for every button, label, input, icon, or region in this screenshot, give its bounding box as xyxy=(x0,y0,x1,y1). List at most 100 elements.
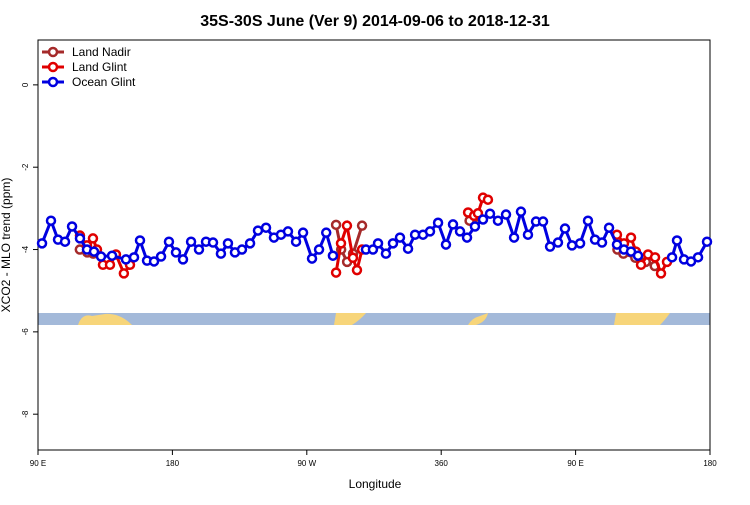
point xyxy=(236,244,248,255)
y-tick-label: -8 xyxy=(21,410,30,418)
point xyxy=(603,222,615,233)
point xyxy=(347,252,359,264)
point xyxy=(649,252,661,263)
point xyxy=(320,227,332,238)
point xyxy=(87,233,99,244)
point xyxy=(36,238,48,249)
point xyxy=(222,238,234,249)
point xyxy=(148,256,160,267)
point xyxy=(440,239,452,250)
point xyxy=(45,215,57,226)
point xyxy=(134,235,146,246)
point xyxy=(163,236,175,247)
point xyxy=(351,264,363,276)
point xyxy=(508,232,520,243)
point xyxy=(537,216,549,227)
y-axis-label: XCO2 - MLO trend (ppm) xyxy=(0,178,13,313)
point xyxy=(155,251,167,262)
point xyxy=(515,206,527,217)
point xyxy=(559,223,571,234)
point xyxy=(106,250,118,261)
legend-marker xyxy=(47,61,59,73)
point xyxy=(566,240,578,251)
point xyxy=(387,238,399,249)
point xyxy=(120,254,132,265)
point xyxy=(671,235,683,246)
y-tick-label: -6 xyxy=(21,328,30,336)
point xyxy=(544,241,556,252)
x-tick-label: 90 E xyxy=(567,459,583,468)
point xyxy=(335,238,347,249)
y-tick-label: -2 xyxy=(21,163,30,171)
point xyxy=(59,236,71,247)
point xyxy=(432,217,444,229)
point xyxy=(215,248,227,259)
point xyxy=(469,221,481,232)
legend-marker xyxy=(47,46,59,58)
point xyxy=(306,253,318,264)
point xyxy=(260,222,272,233)
point xyxy=(625,232,637,243)
point xyxy=(330,219,342,231)
point xyxy=(611,239,623,250)
point xyxy=(394,232,406,243)
chart-title: 35S-30S June (Ver 9) 2014-09-06 to 2018-… xyxy=(200,13,550,30)
point xyxy=(327,250,339,261)
point xyxy=(447,219,459,230)
point xyxy=(454,226,466,237)
x-tick-label: 360 xyxy=(435,459,449,468)
legend-label: Land Glint xyxy=(72,60,127,74)
legend-marker xyxy=(47,76,59,88)
point xyxy=(104,259,116,271)
y-tick-label: 0 xyxy=(21,82,30,87)
x-tick-label: 180 xyxy=(166,459,180,468)
x-axis-label: Longitude xyxy=(349,477,402,491)
point xyxy=(290,236,302,247)
point xyxy=(635,259,647,271)
point xyxy=(701,236,713,247)
point xyxy=(244,238,256,249)
point xyxy=(655,268,667,279)
point xyxy=(461,232,473,243)
point xyxy=(313,244,325,255)
point xyxy=(582,215,594,226)
series-line xyxy=(78,195,669,278)
point xyxy=(552,237,564,248)
point xyxy=(484,208,496,219)
point xyxy=(692,252,704,263)
point xyxy=(252,225,264,236)
y-tick-label: -4 xyxy=(21,245,30,253)
point xyxy=(482,194,494,205)
point xyxy=(282,226,294,237)
point xyxy=(177,254,189,265)
point xyxy=(118,268,130,279)
map-strip xyxy=(38,313,710,325)
x-tick-label: 180 xyxy=(703,459,717,468)
legend-label: Land Nadir xyxy=(72,45,131,59)
point xyxy=(477,214,489,225)
point xyxy=(372,238,384,249)
x-tick-label: 90 W xyxy=(297,459,316,468)
point xyxy=(424,226,436,237)
point xyxy=(88,246,100,257)
legend-label: Ocean Glint xyxy=(72,75,136,89)
point xyxy=(574,238,586,249)
point xyxy=(522,229,534,240)
point xyxy=(492,215,504,226)
point xyxy=(500,209,512,220)
point xyxy=(193,244,205,255)
point xyxy=(66,221,78,232)
point xyxy=(74,233,86,244)
point xyxy=(207,237,219,248)
point xyxy=(596,237,608,248)
point xyxy=(185,236,197,247)
point xyxy=(330,267,342,278)
point xyxy=(297,227,309,238)
point xyxy=(380,248,392,259)
point xyxy=(170,247,182,258)
point xyxy=(402,243,414,254)
point xyxy=(341,220,353,231)
point xyxy=(666,252,678,263)
x-tick-label: 90 E xyxy=(30,459,46,468)
